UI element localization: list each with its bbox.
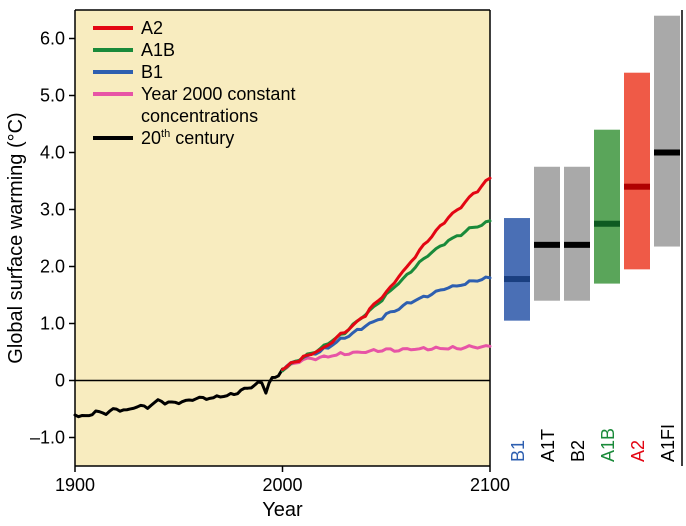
scenario-bar-label: A2 [628,440,648,462]
scenario-bar [654,16,680,247]
legend-label: B1 [141,62,163,82]
y-tick-label: 0 [55,371,65,391]
scenario-mid-marker [654,150,680,156]
scenario-bar-label: A1B [598,428,618,462]
legend-label: concentrations [141,106,258,126]
legend-label: Year 2000 constant [141,84,295,104]
x-tick-label: 2000 [262,475,302,495]
scenario-mid-marker [534,242,560,248]
scenario-bar [564,167,590,301]
scenario-bar-label: B2 [568,440,588,462]
scenario-bar [624,73,650,270]
scenario-bar-label: A1FI [658,424,678,462]
legend-label: A1B [141,40,175,60]
y-axis-label: Global surface warming (°C) [5,112,27,363]
y-tick-label: 4.0 [40,143,65,163]
legend-label: 20th century [141,128,234,148]
y-tick-label: 1.0 [40,314,65,334]
y-tick-label: 3.0 [40,200,65,220]
scenario-bar [504,218,530,321]
y-tick-label: 2.0 [40,257,65,277]
legend-label: A2 [141,18,163,38]
x-tick-label: 2100 [470,475,510,495]
scenario-bar-label: B1 [508,440,528,462]
scenario-mid-marker [594,221,620,227]
scenario-mid-marker [504,276,530,282]
x-tick-label: 1900 [55,475,95,495]
chart-svg: –1.0 0 1.0 2.0 3.0 4.0 5.0 6.0 1900 2000 2100 Globa… [0,0,686,526]
y-tick-label: –1.0 [30,428,65,448]
scenario-mid-marker [624,184,650,190]
y-tick-label: 6.0 [40,29,65,49]
scenario-bar [594,130,620,284]
scenario-bar-label: A1T [538,429,558,462]
plot-background [75,10,490,466]
chart-container: –1.0 0 1.0 2.0 3.0 4.0 5.0 6.0 1900 2000 2100 Globa… [0,0,686,526]
y-tick-label: 5.0 [40,86,65,106]
scenario-bar [534,167,560,301]
scenario-mid-marker [564,242,590,248]
x-axis-label: Year [262,499,303,521]
